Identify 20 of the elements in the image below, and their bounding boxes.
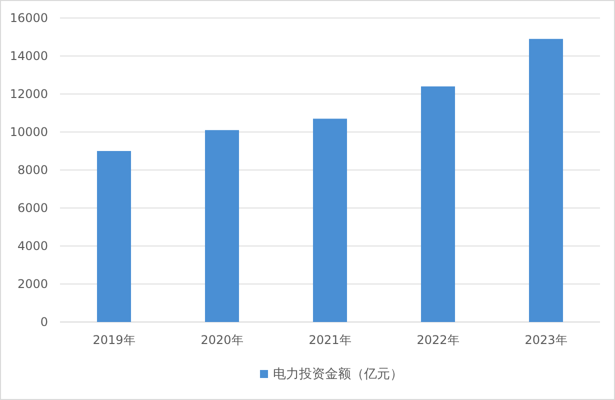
- bar: [529, 38, 563, 322]
- x-tick-label: 2020年: [200, 333, 244, 347]
- y-tick-label: 6000: [17, 201, 48, 215]
- x-tick-label: 2022年: [416, 333, 460, 347]
- bar: [313, 118, 347, 322]
- bar: [97, 151, 131, 322]
- y-tick-label: 8000: [17, 163, 48, 177]
- bar: [205, 130, 239, 322]
- y-tick-label: 12000: [10, 87, 48, 101]
- y-tick-label: 2000: [17, 277, 48, 291]
- legend-label: 电力投资金额（亿元）: [273, 367, 403, 382]
- bar: [421, 86, 455, 322]
- y-tick-label: 14000: [10, 49, 48, 63]
- y-tick-label: 0: [40, 315, 48, 329]
- x-tick-label: 2021年: [308, 333, 352, 347]
- x-tick-label: 2019年: [92, 333, 136, 347]
- x-tick-label: 2023年: [524, 333, 568, 347]
- y-tick-label: 10000: [10, 125, 48, 139]
- y-tick-label: 16000: [10, 11, 48, 25]
- y-tick-label: 4000: [17, 239, 48, 253]
